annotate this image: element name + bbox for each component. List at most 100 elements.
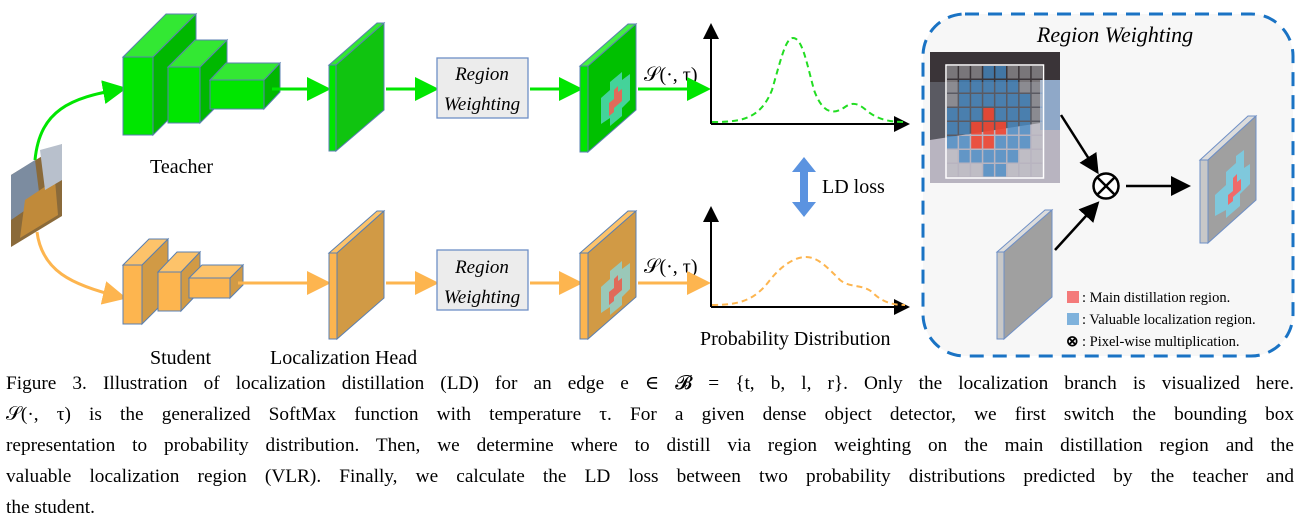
teacher-weighted-map (578, 22, 638, 154)
legend-swatch-main (1067, 291, 1079, 303)
grid-cell (1019, 164, 1031, 177)
grid-cell (971, 108, 982, 121)
grid-cell (995, 94, 1006, 107)
grid-cell (1019, 122, 1031, 135)
grid-cell (959, 108, 970, 121)
grid-cell (947, 150, 958, 163)
region-weighting-label: Region (454, 64, 509, 85)
grid-cell (1031, 136, 1043, 149)
grid-cell (1031, 66, 1043, 79)
grid-cell (1031, 80, 1043, 93)
arrow (1059, 114, 1099, 175)
student-localization-head (327, 209, 386, 341)
grid-cell (983, 66, 994, 79)
grid-cell (1019, 150, 1031, 163)
grid-cell (1019, 108, 1031, 121)
feature-map-plane (995, 208, 1054, 341)
region-weighting-label: Region (454, 257, 509, 278)
grid-cell (995, 108, 1006, 121)
grid-cell (995, 66, 1006, 79)
localization-head-label: Localization Head (270, 347, 417, 365)
legend-vlr-label: : Valuable localization region. (1082, 312, 1256, 328)
grid-cell (959, 94, 970, 107)
student-weighted-map (578, 209, 638, 341)
student-distribution-plot (703, 206, 910, 315)
panel-title: Region Weighting (1036, 22, 1193, 47)
grid-cell (983, 80, 994, 93)
grid-cell (1031, 150, 1043, 163)
caption-line: the student. (6, 497, 95, 518)
grid-cell (959, 80, 970, 93)
input-image (11, 144, 62, 247)
grid-cell (995, 136, 1006, 149)
grid-cell (1031, 164, 1043, 177)
grid-cell (995, 122, 1006, 135)
legend-swatch-vlr (1067, 313, 1079, 325)
grid-cell (1007, 80, 1019, 93)
ld-loss-double-arrow (792, 157, 816, 217)
grid-cell (1019, 80, 1031, 93)
student-input-arrow (35, 231, 127, 305)
grid-cell (983, 164, 994, 177)
teacher-backbone (121, 12, 282, 137)
teacher-input-arrow (33, 80, 127, 161)
region-weighting-label: Weighting (444, 94, 520, 115)
caption-line: Figure 3. Illustration of localization d… (6, 373, 1294, 394)
caption-line: representation to probability distributi… (6, 435, 1294, 456)
grid-cell (959, 122, 970, 135)
ld-diagram: Region Weighting Region Weighting 𝒮(·, τ… (11, 12, 1295, 365)
grid-cell (1031, 94, 1043, 107)
grid-cell (983, 94, 994, 107)
student-region-weighting-box: Region Weighting (436, 249, 529, 311)
grid-cell (947, 80, 958, 93)
grid-cell (995, 80, 1006, 93)
grid-cell (1007, 108, 1019, 121)
grid-cell (971, 136, 982, 149)
grid-cell (959, 136, 970, 149)
grid-cell (1019, 136, 1031, 149)
legend-multiply-icon: ⊗ (1066, 334, 1079, 350)
grid-cell (971, 66, 982, 79)
grid-cell (1007, 164, 1019, 177)
grid-cell (947, 122, 958, 135)
grid-cell (959, 150, 970, 163)
grid-cell (959, 66, 970, 79)
student-label: Student (150, 347, 212, 365)
grid-cell (971, 122, 982, 135)
softmax-label: 𝒮(·, τ) (644, 64, 698, 86)
grid-cell (1007, 136, 1019, 149)
grid-cell (947, 164, 958, 177)
grid-cell (947, 136, 958, 149)
weighted-output-plane (1198, 114, 1258, 245)
grid-cell (959, 164, 970, 177)
grid-cell (1007, 94, 1019, 107)
attention-image (930, 52, 1060, 183)
grid-cell (971, 94, 982, 107)
pixel-wise-multiply-icon (1092, 172, 1120, 200)
grid-cell (971, 80, 982, 93)
grid-cell (983, 150, 994, 163)
softmax-label: 𝒮(·, τ) (644, 256, 698, 278)
ld-loss-label: LD loss (822, 176, 885, 198)
grid-cell (1007, 150, 1019, 163)
grid-cell (947, 94, 958, 107)
grid-cell (1019, 94, 1031, 107)
grid-cell (947, 66, 958, 79)
teacher-distribution-plot (703, 23, 910, 132)
grid-cell (983, 108, 994, 121)
caption-line: 𝒮(·, τ) is the generalized SoftMax funct… (6, 404, 1294, 425)
student-backbone (121, 237, 245, 326)
teacher-region-weighting-box: Region Weighting (436, 57, 529, 119)
grid-cell (971, 150, 982, 163)
grid-cell (1031, 122, 1043, 135)
region-weighting-label: Weighting (444, 287, 520, 308)
grid-cell (1031, 108, 1043, 121)
caption-line: valuable localization region (VLR). Fina… (6, 466, 1294, 487)
teacher-localization-head (327, 21, 386, 153)
grid-cell (983, 122, 994, 135)
grid-cell (1007, 66, 1019, 79)
legend-multiply-label: : Pixel-wise multiplication. (1082, 334, 1239, 350)
legend-main-label: : Main distillation region. (1082, 290, 1230, 306)
grid-cell (1019, 66, 1031, 79)
grid-cell (995, 150, 1006, 163)
